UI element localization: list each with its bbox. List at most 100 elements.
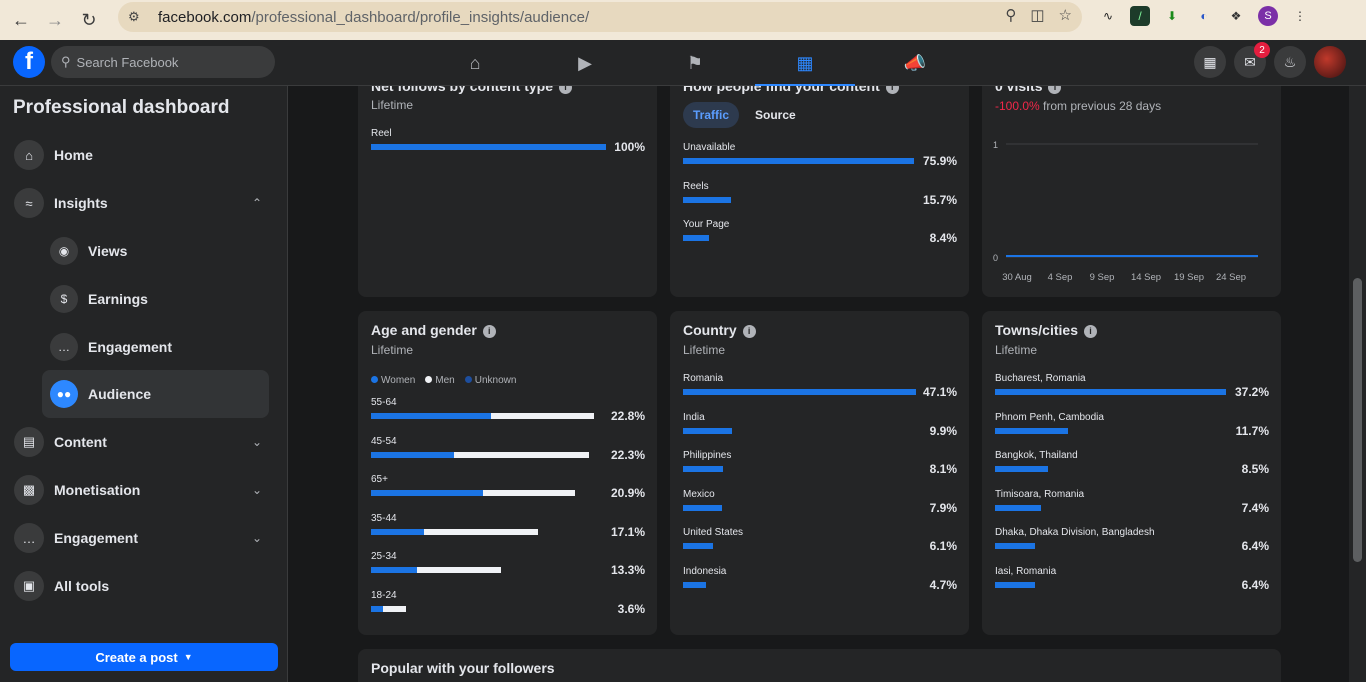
sidebar-item-all-tools[interactable]: ▣ All tools — [8, 563, 270, 609]
bar-percent: 6.4% — [1241, 577, 1269, 592]
extension-icon-2[interactable]: / — [1130, 6, 1150, 26]
age-bar-row: 18-24 3.6% — [371, 590, 645, 622]
bar-label: Mexico — [683, 488, 715, 500]
sidebar-item-label: Home — [54, 147, 93, 163]
bar-row: Unavailable 75.9% — [683, 142, 957, 174]
messenger-badge: 2 — [1254, 42, 1270, 58]
legend-unknown: Unknown — [464, 375, 516, 386]
age-gender-card: Age and gender i Lifetime Women Men Unkno… — [358, 311, 657, 635]
chat-icon: … — [50, 333, 78, 361]
legend-men: Men — [425, 375, 455, 386]
bar-percent: 47.1% — [922, 385, 957, 399]
info-icon[interactable]: i — [482, 324, 496, 338]
card-title: Age and gender i — [371, 322, 496, 338]
bar-row: United States 6.1% — [683, 527, 957, 559]
extension-icon-4[interactable]: ◐ — [1200, 9, 1208, 23]
tab-traffic[interactable]: Traffic — [683, 102, 740, 128]
bar-row: Timisoara, Romania 7.4% — [995, 489, 1269, 521]
bar-percent: 15.7% — [922, 192, 957, 207]
bar-percent: 4.7% — [929, 577, 957, 592]
men-bar-fill — [416, 567, 502, 573]
install-icon[interactable]: ◫ — [1030, 7, 1045, 24]
sidebar-item-label: Monetisation — [54, 482, 141, 498]
home-tab-icon[interactable]: ⌂ — [469, 52, 481, 73]
x-tick-label: 19 Sep — [1174, 272, 1204, 283]
zoom-icon[interactable]: ⚲ — [1005, 7, 1017, 24]
card-subtitle: Lifetime — [683, 343, 726, 357]
bar-label: India — [683, 411, 705, 423]
sidebar-item-insights[interactable]: ≈ Insights ⌃ — [8, 180, 270, 226]
bar-fill — [371, 144, 606, 150]
sidebar-subitem-earnings[interactable]: $ Earnings — [42, 275, 269, 323]
sidebar-item-content[interactable]: ▤ Content ⌄ — [8, 419, 270, 465]
reload-icon[interactable]: ↻ — [81, 9, 97, 30]
video-tab-icon[interactable]: ▶ — [578, 52, 592, 73]
sidebar-item-engagement[interactable]: … Engagement ⌄ — [8, 515, 270, 561]
bar-label: 35-44 — [371, 512, 397, 524]
sidebar-item-home[interactable]: ⌂ Home — [8, 132, 270, 178]
extensions-puzzle-icon[interactable]: ❖ — [1230, 9, 1242, 23]
card-subtitle: Lifetime — [371, 98, 414, 112]
search-input[interactable]: ⚲ Search Facebook — [51, 46, 275, 78]
bookmark-star-icon[interactable]: ☆ — [1058, 7, 1072, 24]
bar-fill — [995, 581, 1035, 588]
browser-profile-avatar[interactable]: S — [1258, 6, 1278, 26]
men-bar-fill — [491, 413, 594, 419]
insights-icon: ≈ — [14, 188, 44, 218]
bar-percent: 8.4% — [929, 231, 957, 245]
visits-change: -100.0% from previous 28 days — [995, 99, 1161, 113]
chevron-down-icon: ⌄ — [251, 435, 262, 449]
bar-percent: 8.1% — [929, 462, 957, 476]
bar-percent: 37.2% — [1234, 385, 1269, 399]
extension-icon-1[interactable]: ∿ — [1102, 9, 1114, 23]
browser-menu-icon[interactable]: ⋮ — [1294, 9, 1306, 23]
x-tick-label: 30 Aug — [1002, 272, 1032, 283]
info-icon[interactable]: i — [559, 86, 573, 94]
info-icon[interactable]: i — [1048, 86, 1062, 94]
pages-flag-tab-icon[interactable]: ⚑ — [686, 52, 704, 73]
download-extension-icon[interactable]: ⬇ — [1166, 9, 1178, 23]
women-bar-fill — [371, 605, 383, 612]
visits-line-chart: 1 0 30 Aug 4 Sep 9 Sep 14 Sep 19 Sep 24 Sep — [993, 140, 1258, 283]
bar-label: Timisoara, Romania — [995, 488, 1085, 500]
tab-source[interactable]: Source — [755, 108, 796, 122]
bar-percent: 17.1% — [610, 524, 645, 539]
bar-row: Phnom Penh, Cambodia 11.7% — [995, 412, 1269, 444]
home-icon: ⌂ — [14, 140, 44, 170]
scrollbar-thumb[interactable] — [1353, 278, 1362, 562]
address-bar[interactable]: ⚙ facebook.com/professional_dashboard/pr… — [118, 2, 1082, 32]
page-title: Professional dashboard — [13, 97, 230, 118]
dashboard-tab-icon[interactable]: ▦ — [750, 40, 860, 87]
bar-percent: 8.5% — [1241, 462, 1269, 476]
bar-percent: 75.9% — [922, 154, 957, 168]
menu-grid-icon[interactable]: ▦ — [1194, 46, 1226, 78]
bar-fill — [683, 235, 709, 241]
sidebar-subitem-audience[interactable]: ●● Audience — [42, 370, 269, 418]
info-icon[interactable]: i — [1083, 324, 1097, 338]
bar-label: Your Page — [683, 219, 730, 230]
notifications-bell-icon[interactable]: ♨ — [1274, 46, 1306, 78]
url-text[interactable]: facebook.com/professional_dashboard/prof… — [158, 8, 590, 26]
sidebar-subitem-engagement[interactable]: … Engagement — [42, 323, 269, 371]
women-bar-fill — [371, 413, 492, 419]
forward-icon[interactable]: → — [46, 9, 64, 30]
facebook-top-nav: f ⚲ Search Facebook ⌂ ▶ ⚑ ▦ 📣 ▦ ✉ 2 ♨ — [0, 40, 1366, 87]
sidebar-subitem-views[interactable]: ◉ Views — [42, 227, 269, 275]
ads-megaphone-tab-icon[interactable]: 📣 — [903, 52, 927, 73]
account-avatar[interactable] — [1314, 46, 1346, 78]
create-post-button[interactable]: Create a post ▼ — [10, 643, 278, 671]
messenger-icon[interactable]: ✉ 2 — [1234, 42, 1270, 78]
back-icon[interactable]: ← — [12, 9, 30, 30]
site-settings-icon[interactable]: ⚙ — [128, 9, 140, 24]
page-scrollbar[interactable] — [1349, 86, 1366, 682]
info-icon[interactable]: i — [742, 324, 756, 338]
facebook-logo[interactable]: f — [13, 46, 45, 78]
bar-row: Indonesia 4.7% — [683, 566, 957, 598]
info-icon[interactable]: i — [885, 86, 899, 94]
bar-fill — [683, 389, 916, 395]
sidebar-item-label: All tools — [54, 578, 110, 594]
bar-row: Romania 47.1% — [683, 373, 957, 405]
bar-label: Romania — [683, 373, 724, 384]
sidebar-item-monetisation[interactable]: ▩ Monetisation ⌄ — [8, 467, 270, 513]
bar-row: Mexico 7.9% — [683, 489, 957, 521]
